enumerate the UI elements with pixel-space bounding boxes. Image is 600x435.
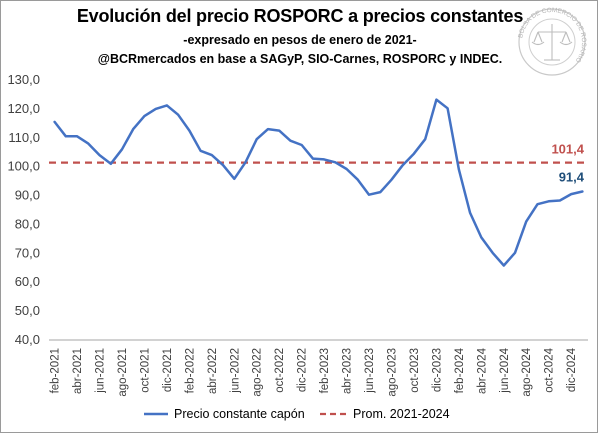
x-tick-label: feb-2022: [184, 348, 196, 393]
y-tick-label: 130,0: [7, 72, 40, 87]
y-tick-label: 40,0: [15, 332, 40, 347]
x-tick-label: jun-2024: [499, 347, 511, 393]
legend-label-price: Precio constante capón: [174, 407, 305, 421]
last-value-label: 91,4: [559, 170, 585, 185]
price-line: [55, 100, 583, 266]
x-tick-label: abr-2021: [72, 348, 84, 394]
x-tick-label: dic-2021: [162, 348, 174, 392]
x-tick-label: abr-2023: [342, 348, 354, 394]
x-tick-label: ago-2021: [117, 348, 129, 397]
legend-label-average: Prom. 2021-2024: [353, 407, 450, 421]
y-tick-label: 90,0: [15, 188, 40, 203]
x-tick-label: ago-2024: [521, 347, 533, 396]
average-value-label: 101,4: [551, 142, 584, 157]
x-tick-label: jun-2021: [95, 348, 107, 394]
x-tick-label: oct-2023: [409, 348, 421, 393]
x-tick-label: dic-2023: [431, 348, 443, 392]
y-tick-label: 110,0: [8, 130, 40, 145]
x-tick-label: ago-2023: [386, 348, 398, 397]
y-tick-label: 50,0: [15, 303, 40, 318]
x-tick-label: feb-2024: [454, 347, 466, 393]
x-tick-label: abr-2022: [207, 348, 219, 394]
y-tick-label: 80,0: [15, 216, 40, 231]
x-tick-label: oct-2022: [274, 348, 286, 393]
x-tick-label: oct-2021: [139, 348, 151, 393]
x-tick-label: ago-2022: [252, 348, 264, 397]
x-tick-label: feb-2021: [50, 348, 62, 393]
y-tick-label: 60,0: [15, 274, 40, 289]
y-tick-label: 120,0: [7, 101, 40, 116]
x-tick-label: jun-2023: [364, 348, 376, 394]
line-chart: 40,0 50,0 60,0 70,0 80,0 90,0 100,0 110,0 120,0 1…: [0, 0, 600, 435]
y-tick-label: 100,0: [7, 159, 40, 174]
x-tick-label: oct-2024: [544, 347, 556, 392]
y-tick-label: 70,0: [15, 245, 40, 260]
x-tick-label: jun-2022: [229, 348, 241, 394]
x-tick-label: dic-2024: [566, 347, 578, 392]
x-tick-label: abr-2024: [476, 347, 488, 394]
x-tick-label: feb-2023: [319, 348, 331, 393]
x-tick-label: dic-2022: [297, 348, 309, 392]
